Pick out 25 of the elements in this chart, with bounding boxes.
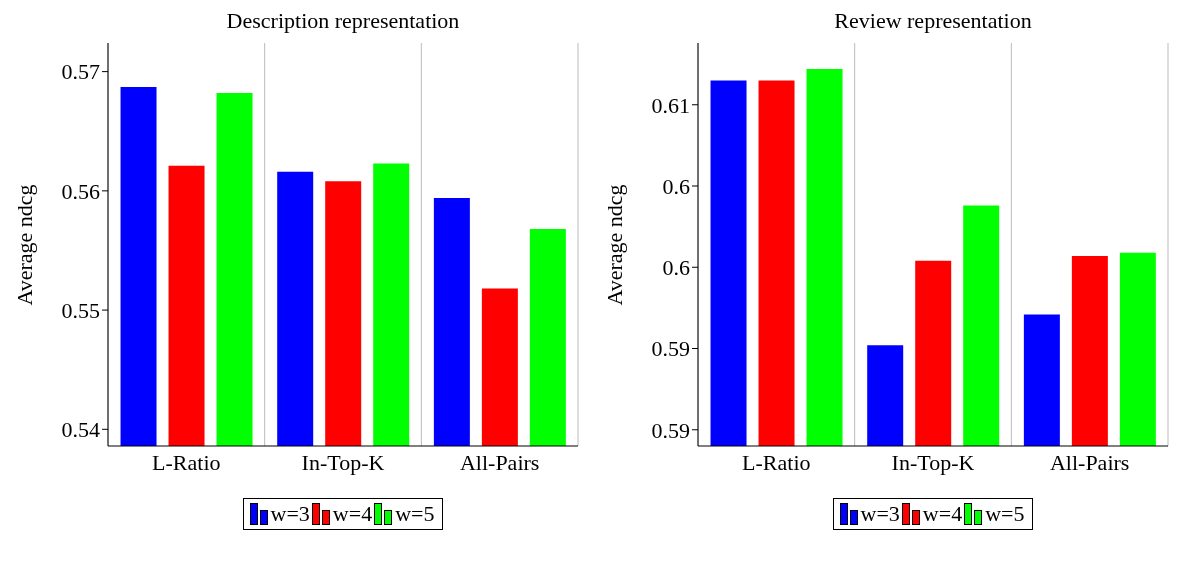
y-tick-label: 0.54 (61, 417, 100, 443)
y-tick-label: 0.61 (651, 92, 690, 118)
legend-label: w=3 (859, 501, 900, 527)
legend-label: w=3 (269, 501, 310, 527)
y-tick-label: 0.59 (651, 417, 690, 443)
legend-label: w=5 (394, 501, 435, 527)
legend-label: w=4 (921, 501, 963, 527)
x-tick-label: In-Top-K (301, 449, 385, 475)
y-tick-label: 0.55 (61, 297, 100, 323)
chart-title: Description representation (225, 8, 461, 34)
x-tick-label: All-Pairs (1049, 449, 1130, 475)
x-tick-label: In-Top-K (891, 449, 975, 475)
y-axis-title: Average ndcg (12, 183, 38, 306)
x-tick-label: L-Ratio (742, 449, 811, 475)
y-tick-label: 0.6 (662, 255, 690, 281)
y-tick-label: 0.59 (651, 336, 690, 362)
x-tick-label: All-Pairs (459, 449, 540, 475)
chart-title: Review representation (833, 8, 1033, 34)
legend-label: w=5 (984, 501, 1025, 527)
y-axis-title: Average ndcg (602, 183, 628, 306)
x-tick-label: L-Ratio (152, 449, 221, 475)
legend-label: w=4 (331, 501, 373, 527)
y-tick-label: 0.57 (61, 59, 100, 85)
y-tick-label: 0.56 (61, 178, 100, 204)
y-tick-label: 0.6 (662, 173, 690, 199)
